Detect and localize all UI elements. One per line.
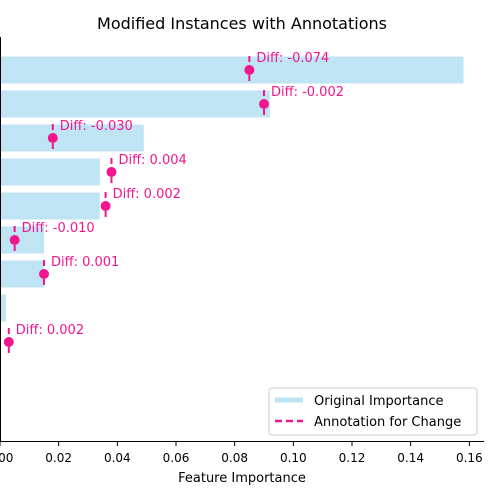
change-marker-1 xyxy=(259,99,269,109)
diff-label-1: Diff: -0.002 xyxy=(271,85,344,100)
bar-4 xyxy=(0,192,100,220)
x-tick-label-0: 0.00 xyxy=(0,451,13,465)
change-marker-6 xyxy=(39,269,49,279)
change-marker-5 xyxy=(9,235,20,245)
change-marker-0 xyxy=(244,65,255,75)
x-tick-label-6: 0.12 xyxy=(339,451,366,465)
legend: Original Importance Annotation for Chang… xyxy=(268,387,478,436)
bar-3 xyxy=(0,158,100,186)
x-tick-label-4: 0.08 xyxy=(221,451,248,465)
x-ticks: 0.00 0.02 0.04 0.06 0.08 0.10 0.12 0.14 0.16 xyxy=(0,441,483,465)
legend-frame xyxy=(268,387,478,436)
diff-label-3: Diff: 0.004 xyxy=(118,153,186,168)
change-marker-4 xyxy=(100,201,111,211)
change-marker-2 xyxy=(47,133,58,143)
bar-7 xyxy=(0,294,6,322)
legend-label-annotation-for-change: Annotation for Change xyxy=(314,415,461,430)
bar-2 xyxy=(0,124,144,152)
bar-1 xyxy=(0,90,270,118)
x-tick-label-8: 0.16 xyxy=(456,451,483,465)
x-tick-label-1: 0.02 xyxy=(45,451,72,465)
annotations-layer: Diff: -0.074 Diff: -0.002 Diff: -0.030 Diff… xyxy=(3,51,344,356)
diff-label-8: Diff: 0.002 xyxy=(16,323,84,338)
x-tick-label-7: 0.14 xyxy=(397,451,424,465)
diff-label-6: Diff: 0.001 xyxy=(51,255,119,270)
legend-label-original-importance: Original Importance xyxy=(314,394,444,409)
diff-label-5: Diff: -0.010 xyxy=(22,221,95,236)
change-marker-8 xyxy=(3,337,14,347)
bar-0 xyxy=(0,56,464,84)
chart-title: Modified Instances with Annotations xyxy=(97,14,387,33)
bar-5 xyxy=(0,226,44,254)
x-tick-label-5: 0.10 xyxy=(280,451,307,465)
diff-label-0: Diff: -0.074 xyxy=(256,51,329,66)
change-marker-3 xyxy=(106,167,117,177)
x-tick-label-2: 0.04 xyxy=(104,451,131,465)
x-axis-label: Feature Importance xyxy=(178,471,306,486)
bar-6 xyxy=(0,260,44,288)
x-tick-label-3: 0.06 xyxy=(163,451,190,465)
diff-label-2: Diff: -0.030 xyxy=(60,119,133,134)
bars-layer xyxy=(0,56,464,322)
diff-label-4: Diff: 0.002 xyxy=(113,187,181,202)
